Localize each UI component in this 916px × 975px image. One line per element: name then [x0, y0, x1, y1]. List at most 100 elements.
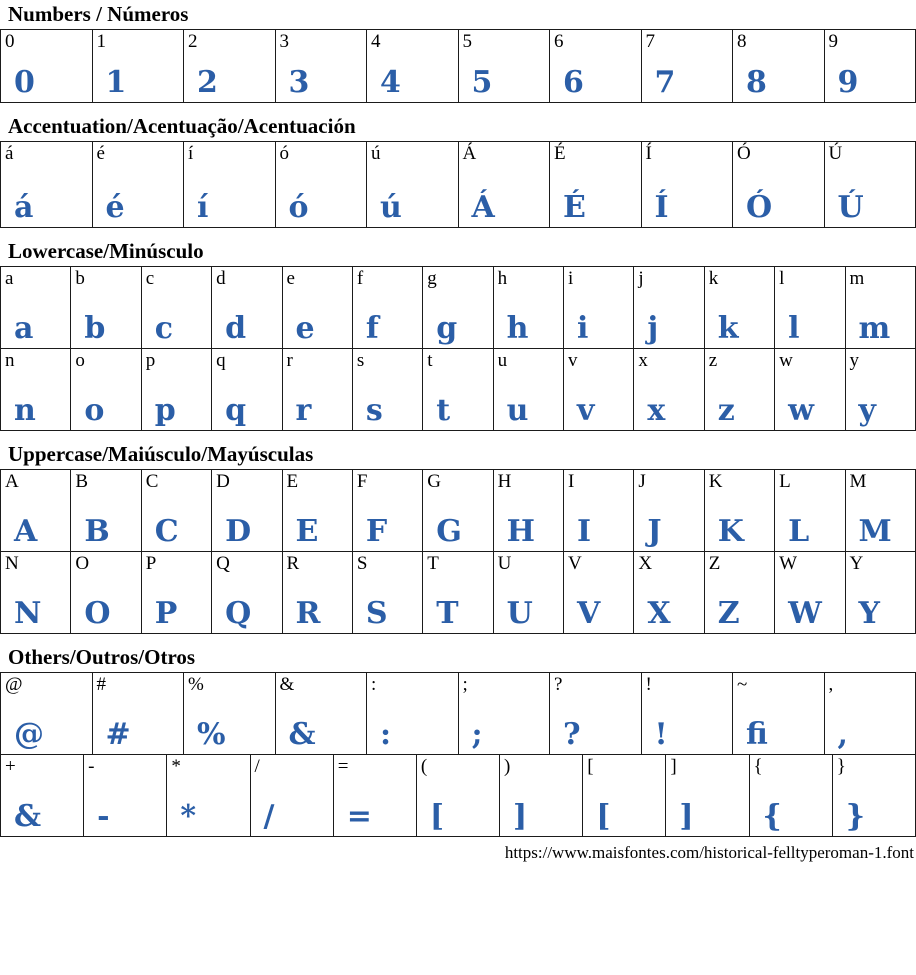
glyph-specimen: , — [837, 717, 848, 753]
glyph-specimen: E — [295, 514, 319, 550]
glyph-label: Í — [645, 143, 652, 165]
glyph-label: É — [554, 143, 566, 165]
glyph-label: n — [5, 350, 15, 372]
glyph-label: 2 — [188, 31, 198, 53]
glyph-specimen: f — [365, 311, 379, 347]
glyph-label: # — [96, 674, 107, 696]
glyph-label: z — [708, 350, 718, 372]
glyph-label: + — [5, 756, 16, 778]
glyph-label: - — [88, 756, 95, 778]
glyph-label: H — [497, 471, 512, 493]
glyph-label: y — [849, 350, 860, 372]
glyph-label: 7 — [645, 31, 656, 53]
section-title-uppercase: Uppercase/Maiúsculo/Mayúsculas — [8, 442, 314, 467]
footer-url: https://www.maisfontes.com/historical-fe… — [504, 843, 914, 863]
glyph-specimen: & — [288, 717, 316, 753]
glyph-label: é — [96, 143, 105, 165]
glyph-label: % — [188, 674, 204, 696]
glyph-specimen: 0 — [14, 65, 35, 101]
glyph-label: p — [145, 350, 156, 372]
glyph-specimen: b — [84, 311, 106, 347]
glyph-specimen: R — [295, 596, 321, 632]
glyph-specimen: n — [14, 393, 36, 429]
glyph-specimen: Y — [858, 596, 880, 632]
glyph-specimen: V — [577, 596, 601, 632]
glyph-cell: %% — [183, 672, 276, 756]
glyph-label: L — [779, 471, 791, 493]
glyph-label: B — [75, 471, 89, 493]
glyph-label: m — [849, 268, 865, 290]
glyph-specimen: L — [788, 514, 810, 550]
glyph-specimen: A — [14, 514, 38, 550]
glyph-specimen: t — [436, 393, 451, 429]
glyph-label: ] — [670, 756, 677, 778]
glyph-specimen: u — [506, 393, 529, 429]
glyph-label: ! — [645, 674, 652, 696]
glyph-label: e — [286, 268, 295, 290]
glyph-specimen: : — [380, 717, 392, 753]
glyph-specimen: Ó — [746, 190, 773, 226]
glyph-cell: ,, — [823, 672, 916, 756]
glyph-label: Z — [708, 553, 721, 575]
glyph-specimen: = — [346, 799, 372, 835]
glyph-label: i — [568, 268, 574, 290]
glyph-label: f — [356, 268, 364, 290]
glyph-specimen: z — [717, 393, 735, 429]
glyph-specimen: i — [577, 311, 589, 347]
glyph-specimen: g — [436, 311, 458, 347]
glyph-cell: ?? — [549, 672, 642, 756]
specimen-sections: Numbers / Números 0 0 1 1 2 2 3 3 4 4 5 5 6 6 7 7 8 8 9 9 Acc… — [0, 2, 916, 838]
glyph-label: ; — [462, 674, 468, 696]
glyph-specimen: e — [295, 311, 315, 347]
glyph-specimen: m — [858, 311, 891, 347]
glyph-cell: ;; — [457, 672, 550, 756]
glyph-cell: * * — [166, 754, 251, 838]
glyph-cell: = = — [332, 754, 417, 838]
glyph-specimen: } — [845, 799, 866, 835]
glyph-specimen: K — [717, 514, 744, 550]
glyph-label: R — [286, 553, 300, 575]
glyph-specimen: Í — [654, 190, 669, 226]
section-title-accentuation: Accentuation/Acentuação/Acentuación — [8, 114, 356, 139]
glyph-cell: @ @ — [0, 672, 93, 756]
glyph-specimen: ! — [654, 717, 668, 753]
glyph-label: v — [568, 350, 578, 372]
glyph-specimen: [ — [596, 799, 611, 835]
glyph-specimen: D — [225, 514, 252, 550]
glyph-specimen: 4 — [380, 65, 401, 101]
glyph-label: 5 — [462, 31, 473, 53]
glyph-specimen: 7 — [654, 65, 676, 101]
glyph-specimen: 9 — [837, 65, 859, 101]
glyph-specimen: C — [154, 514, 179, 550]
glyph-cell: & & — [274, 672, 367, 756]
glyph-specimen: o — [84, 393, 105, 429]
